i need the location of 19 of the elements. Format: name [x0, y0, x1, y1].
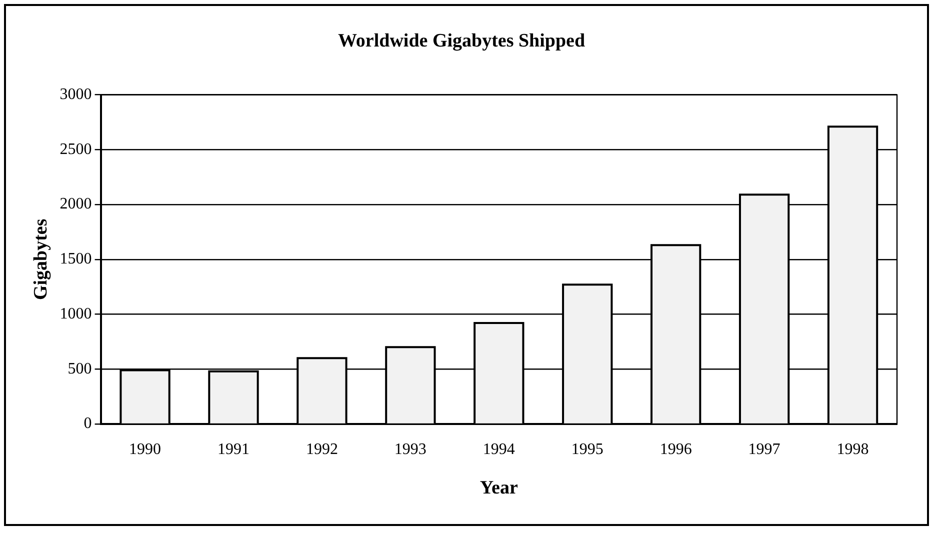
y-tick-label: 0 — [84, 415, 92, 432]
x-tick-label: 1991 — [218, 440, 250, 458]
x-tick-label: 1990 — [129, 440, 162, 458]
x-tick-label: 1992 — [306, 440, 338, 458]
x-tick-label: 1996 — [660, 440, 692, 458]
x-tick-label: 1995 — [571, 440, 604, 458]
x-tick-label: 1998 — [836, 440, 869, 458]
y-tick-label: 1500 — [60, 250, 92, 268]
y-tick-label: 3000 — [60, 86, 92, 104]
y-tick-label: 1000 — [60, 305, 92, 322]
y-axis-title: Gigabytes — [30, 218, 52, 300]
chart-title: Worldwide Gigabytes Shipped — [338, 30, 586, 52]
y-tick-label: 500 — [68, 360, 92, 378]
y-tick-label: 2500 — [60, 140, 92, 158]
x-tick-label: 1993 — [394, 440, 426, 458]
x-tick-label: 1994 — [482, 440, 515, 458]
y-tick-label: 2000 — [60, 196, 92, 213]
x-tick-label: 1997 — [748, 440, 780, 458]
x-axis-title: Year — [480, 478, 518, 499]
